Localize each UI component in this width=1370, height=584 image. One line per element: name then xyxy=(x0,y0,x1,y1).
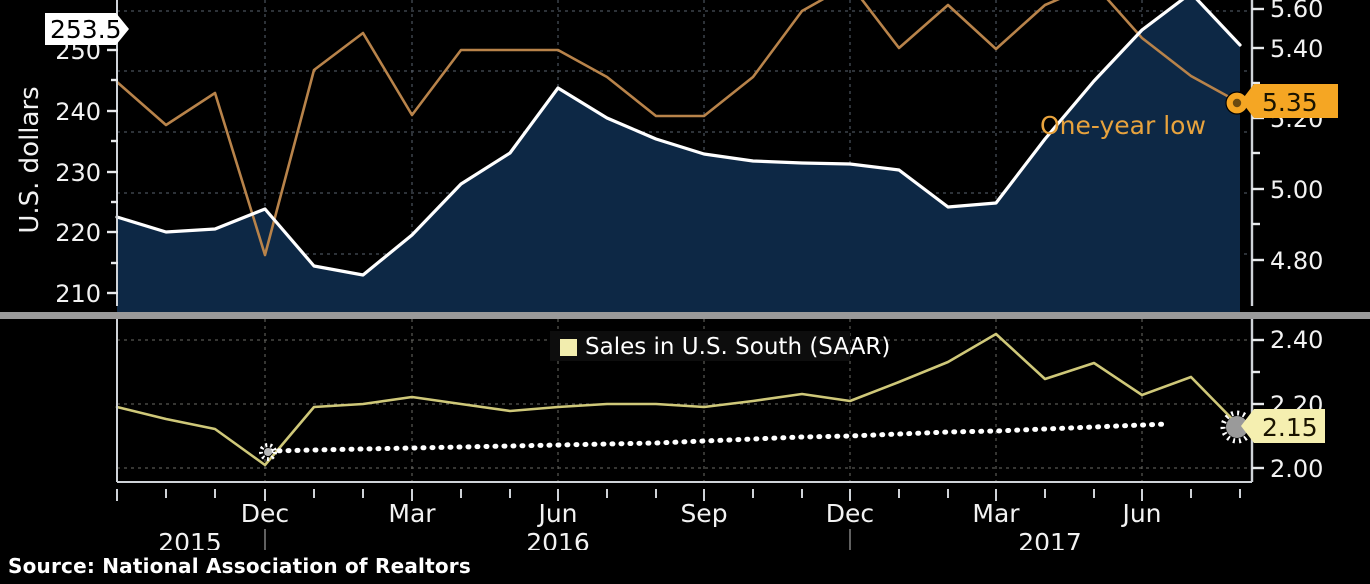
x-label-dec-2015: Dec xyxy=(241,499,289,528)
lower-chart-panel: Sales in U.S. South (SAAR) 2.40 2.20 xyxy=(0,319,1370,489)
x-axis-svg: Dec Mar Jun Sep Dec Mar Jun 2015 2016 20… xyxy=(116,489,1241,551)
x-label-mar-2017: Mar xyxy=(972,499,1020,528)
lower-right-tick-0: 2.40 xyxy=(1270,326,1323,354)
upper-left-axis: 250 240 230 220 210 xyxy=(55,0,118,308)
one-year-low-annotation: One-year low xyxy=(1040,111,1206,140)
x-year-2015: 2015 xyxy=(158,528,222,551)
upper-left-tick-4: 210 xyxy=(55,280,101,308)
x-label-mar-2016: Mar xyxy=(388,499,436,528)
lower-plot-border xyxy=(116,319,1252,483)
trend-start-marker xyxy=(259,443,277,461)
lower-right-tick-2: 2.00 xyxy=(1270,455,1323,483)
upper-right-tick-1: 5.40 xyxy=(1270,35,1323,63)
upper-left-tick-3: 220 xyxy=(55,219,101,247)
upper-right-tick-0: 5.60 xyxy=(1270,0,1323,23)
price-value-callout: 253.5 xyxy=(45,13,129,45)
legend-swatch xyxy=(560,339,577,356)
south-value-callout: 2.15 xyxy=(1241,409,1325,443)
x-year-2016: 2016 xyxy=(526,528,590,551)
x-axis-ticks xyxy=(116,489,1241,501)
lower-vertical-gridlines xyxy=(264,319,1143,482)
x-axis-year-separators xyxy=(264,529,851,551)
lower-chart-svg: Sales in U.S. South (SAAR) 2.40 2.20 xyxy=(0,319,1370,489)
x-label-jun-2016: Jun xyxy=(536,499,577,528)
x-label-jun-2017: Jun xyxy=(1120,499,1161,528)
south-sales-line xyxy=(115,332,1242,467)
upper-chart-svg: 250 240 230 220 210 U.S. dollars 253.5 xyxy=(15,0,1338,312)
x-year-2017: 2017 xyxy=(1018,528,1082,551)
x-label-dec-2016: Dec xyxy=(826,499,874,528)
price-callout-text: 253.5 xyxy=(50,15,122,44)
sales-line xyxy=(115,0,1242,257)
source-text: Source: National Association of Realtors xyxy=(8,554,471,578)
upper-right-tick-3: 5.00 xyxy=(1270,176,1323,204)
legend-label: Sales in U.S. South (SAAR) xyxy=(585,334,890,360)
source-bar: Source: National Association of Realtors xyxy=(0,550,1370,584)
upper-left-axis-title: U.S. dollars xyxy=(15,86,45,233)
upper-right-tick-4: 4.80 xyxy=(1270,247,1323,275)
sales-value-callout: 5.35 xyxy=(1241,84,1338,118)
lower-legend[interactable]: Sales in U.S. South (SAAR) xyxy=(550,331,890,361)
x-label-sep-2016: Sep xyxy=(680,499,727,528)
south-callout-text: 2.15 xyxy=(1262,413,1318,442)
upper-chart-panel: 250 240 230 220 210 U.S. dollars 253.5 xyxy=(15,0,1338,312)
sales-callout-text: 5.35 xyxy=(1262,88,1318,117)
price-area-fill xyxy=(117,0,1240,312)
trend-dotted-line xyxy=(267,421,1171,454)
panel-divider xyxy=(0,312,1370,319)
upper-left-tick-1: 240 xyxy=(55,98,101,126)
x-axis-layer: Dec Mar Jun Sep Dec Mar Jun 2015 2016 20… xyxy=(0,489,1370,551)
price-line xyxy=(115,0,1242,277)
upper-left-tick-2: 230 xyxy=(55,159,101,187)
